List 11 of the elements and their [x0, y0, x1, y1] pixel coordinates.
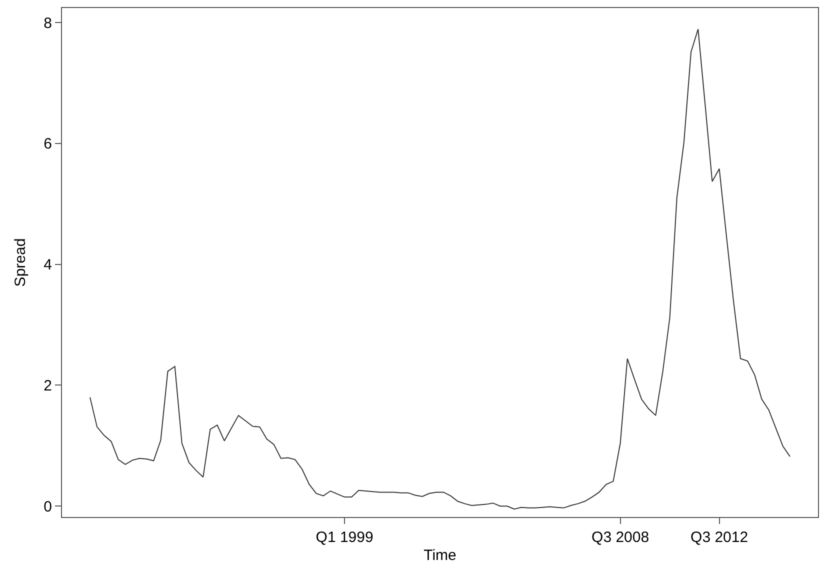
x-tick-label: Q3 2012	[690, 529, 748, 546]
y-axis-title: Spread	[12, 238, 29, 287]
y-tick-label: 0	[44, 498, 52, 516]
y-tick-label: 8	[44, 14, 52, 32]
x-axis-title: Time	[424, 547, 456, 564]
y-tick-label: 6	[44, 136, 52, 153]
x-tick-label: Q3 2008	[592, 529, 650, 546]
x-tick-label: Q1 1999	[316, 529, 374, 546]
y-tick-label: 4	[44, 256, 52, 274]
line-series	[90, 28, 790, 510]
y-tick-label: 2	[44, 377, 52, 394]
